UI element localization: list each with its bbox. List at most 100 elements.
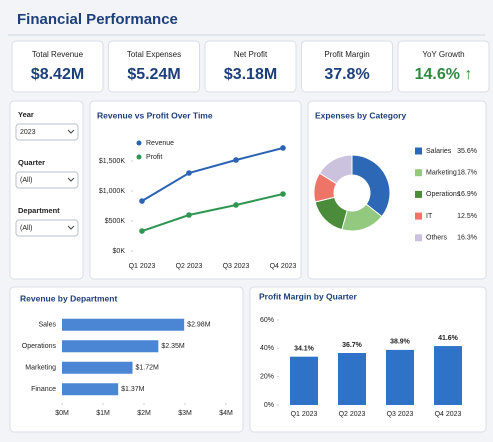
legend-value: 12.5% bbox=[457, 213, 477, 220]
line-panel bbox=[89, 100, 302, 280]
kpi-card bbox=[11, 40, 104, 93]
value-label: 38.9% bbox=[390, 339, 411, 346]
legend-label: Others bbox=[426, 235, 448, 242]
y-tick-label: 60% bbox=[260, 317, 274, 324]
legend-value: 16.3% bbox=[457, 235, 477, 242]
dropdown-value: (All) bbox=[20, 177, 32, 184]
kpi-label: Profit Margin bbox=[324, 50, 369, 59]
legend-label: Profit bbox=[146, 154, 162, 161]
dropdown-chevron bbox=[67, 129, 75, 134]
legend-label: Marketing bbox=[426, 170, 457, 177]
dropdown[interactable] bbox=[15, 219, 79, 237]
bar bbox=[386, 349, 414, 405]
series-line bbox=[141, 193, 284, 232]
value-label: $2.35M bbox=[161, 343, 185, 350]
x-tick-label: Q4 2023 bbox=[435, 411, 462, 418]
point bbox=[139, 198, 145, 204]
legend-label: Salaries bbox=[426, 148, 452, 155]
x-tick-label: Q2 2023 bbox=[339, 411, 366, 418]
point bbox=[233, 157, 239, 163]
value-label: 34.1% bbox=[294, 346, 315, 353]
dropdown[interactable] bbox=[15, 171, 79, 189]
y-tick-label: 20% bbox=[260, 374, 274, 381]
x-tick-label: $0M bbox=[55, 410, 69, 417]
pie-slice bbox=[351, 154, 391, 218]
dropdown-chevron bbox=[67, 177, 75, 182]
x-tick-label: Q1 2023 bbox=[129, 263, 156, 270]
x-tick-label: $1M bbox=[96, 410, 110, 417]
bar bbox=[62, 340, 159, 353]
x-tick-label: $2M bbox=[137, 410, 151, 417]
chart-title: Expenses by Category bbox=[315, 110, 406, 120]
legend-label: IT bbox=[426, 213, 433, 220]
legend-swatch bbox=[415, 190, 422, 198]
x-tick-label: $3M bbox=[178, 410, 192, 417]
x-tick-label: Q1 2023 bbox=[291, 411, 318, 418]
x-tick-label: Q4 2023 bbox=[270, 263, 297, 270]
y-tick-label: Sales bbox=[38, 322, 56, 329]
kpi-label: Total Expenses bbox=[127, 50, 181, 59]
value-label: 41.6% bbox=[438, 335, 459, 342]
filter-label: Year bbox=[18, 110, 34, 119]
legend-marker bbox=[136, 140, 142, 146]
hbar-panel bbox=[9, 286, 244, 433]
dropdown[interactable] bbox=[15, 123, 79, 141]
bar bbox=[434, 346, 462, 405]
bar bbox=[62, 318, 185, 331]
y-tick-label: 40% bbox=[260, 345, 274, 352]
legend-swatch bbox=[415, 169, 422, 177]
y-tick-label: Operations bbox=[22, 343, 57, 350]
legend-label: Revenue bbox=[146, 140, 174, 147]
x-tick-label: Q2 2023 bbox=[176, 263, 203, 270]
filter-label: Quarter bbox=[18, 158, 45, 167]
legend-value: 18.7% bbox=[457, 170, 477, 177]
chart-title: Profit Margin by Quarter bbox=[259, 291, 357, 301]
kpi-value: 37.8% bbox=[324, 66, 369, 83]
y-tick-label: Finance bbox=[31, 386, 56, 393]
kpi-value: 14.6% ↑ bbox=[415, 66, 473, 83]
y-tick-label: 0% bbox=[264, 402, 274, 409]
legend-swatch bbox=[415, 147, 422, 155]
kpi-value: $5.24M bbox=[127, 66, 180, 83]
dropdown-value: (All) bbox=[20, 225, 32, 232]
dashboard-title: Financial Performance bbox=[17, 11, 178, 28]
legend-marker bbox=[136, 154, 142, 160]
bar bbox=[62, 361, 133, 374]
filter-label: Department bbox=[18, 206, 60, 215]
series-line bbox=[141, 147, 284, 202]
chart-title: Revenue by Department bbox=[20, 293, 117, 303]
value-label: $1.37M bbox=[121, 386, 145, 393]
point bbox=[186, 170, 192, 176]
point bbox=[186, 212, 192, 218]
x-tick-label: Q3 2023 bbox=[223, 263, 250, 270]
dropdown-value: 2023 bbox=[20, 129, 36, 136]
y-tick-label: $1,000K bbox=[99, 188, 125, 195]
legend-value: 35.6% bbox=[457, 148, 477, 155]
y-tick-label: $1,500K bbox=[99, 158, 125, 165]
legend-swatch bbox=[415, 212, 422, 220]
y-tick-label: $500K bbox=[105, 218, 126, 225]
kpi-card bbox=[108, 40, 200, 93]
point bbox=[280, 191, 286, 197]
kpi-card bbox=[204, 40, 297, 93]
kpi-label: YoY Growth bbox=[422, 50, 464, 59]
chart-title: Revenue vs Profit Over Time bbox=[97, 110, 213, 120]
bar bbox=[62, 383, 119, 396]
kpi-label: Net Profit bbox=[234, 50, 268, 59]
kpi-card bbox=[397, 40, 490, 93]
dropdown-chevron bbox=[67, 225, 75, 230]
value-label: 36.7% bbox=[342, 342, 363, 349]
pie-panel bbox=[307, 100, 487, 280]
y-tick-label: $0K bbox=[113, 248, 126, 255]
bar bbox=[290, 356, 318, 405]
value-label: $2.98M bbox=[187, 322, 211, 329]
x-tick-label: $4M bbox=[219, 410, 233, 417]
legend-value: 16.9% bbox=[457, 191, 477, 198]
y-tick-label: Marketing bbox=[25, 365, 56, 372]
kpi-label: Total Revenue bbox=[32, 50, 84, 59]
kpi-card bbox=[301, 40, 393, 93]
point bbox=[233, 202, 239, 208]
pie-slice bbox=[318, 154, 353, 185]
legend-label: Operations bbox=[426, 191, 461, 198]
